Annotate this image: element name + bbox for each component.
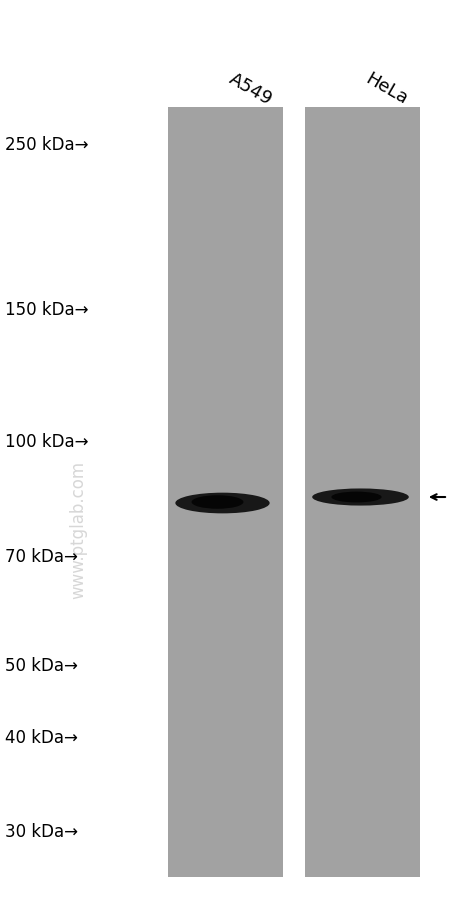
Bar <box>168 569 283 608</box>
Bar <box>168 377 283 416</box>
Bar <box>168 531 283 569</box>
Ellipse shape <box>312 489 409 506</box>
Bar <box>168 685 283 723</box>
Bar <box>305 723 420 761</box>
Bar <box>168 108 283 146</box>
Bar <box>305 108 420 877</box>
Ellipse shape <box>176 493 270 514</box>
Text: A549: A549 <box>225 69 275 108</box>
Bar <box>305 492 420 531</box>
Bar <box>305 647 420 685</box>
Bar <box>168 761 283 800</box>
Bar <box>168 608 283 647</box>
Bar <box>305 416 420 454</box>
Bar <box>305 685 420 723</box>
Text: 50 kDa→: 50 kDa→ <box>5 657 78 675</box>
Text: 30 kDa→: 30 kDa→ <box>5 822 78 840</box>
Bar <box>305 761 420 800</box>
Bar <box>305 608 420 647</box>
Bar <box>168 300 283 338</box>
Text: www.ptglab.com: www.ptglab.com <box>69 460 87 598</box>
Bar <box>305 338 420 377</box>
Bar <box>168 108 283 877</box>
Bar <box>305 531 420 569</box>
Text: 250 kDa→: 250 kDa→ <box>5 135 89 153</box>
Text: 40 kDa→: 40 kDa→ <box>5 729 78 747</box>
Bar <box>168 185 283 224</box>
Bar <box>305 454 420 492</box>
Bar <box>305 800 420 839</box>
Bar <box>305 569 420 608</box>
Text: 150 kDa→: 150 kDa→ <box>5 300 89 318</box>
Bar <box>168 839 283 877</box>
Ellipse shape <box>331 492 382 502</box>
Text: 100 kDa→: 100 kDa→ <box>5 432 89 450</box>
Bar <box>305 108 420 146</box>
Bar <box>168 338 283 377</box>
Bar <box>305 224 420 262</box>
Bar <box>168 262 283 300</box>
Text: HeLa: HeLa <box>363 69 411 107</box>
Bar <box>168 647 283 685</box>
Bar <box>168 800 283 839</box>
Bar <box>305 262 420 300</box>
Ellipse shape <box>192 496 243 510</box>
Bar <box>168 416 283 454</box>
Bar <box>305 377 420 416</box>
Bar <box>305 146 420 185</box>
Bar <box>168 492 283 531</box>
Bar <box>168 723 283 761</box>
Bar <box>305 839 420 877</box>
Bar <box>168 146 283 185</box>
Bar <box>168 454 283 492</box>
Bar <box>305 185 420 224</box>
Bar <box>305 300 420 338</box>
Bar <box>168 224 283 262</box>
Text: 70 kDa→: 70 kDa→ <box>5 548 78 566</box>
